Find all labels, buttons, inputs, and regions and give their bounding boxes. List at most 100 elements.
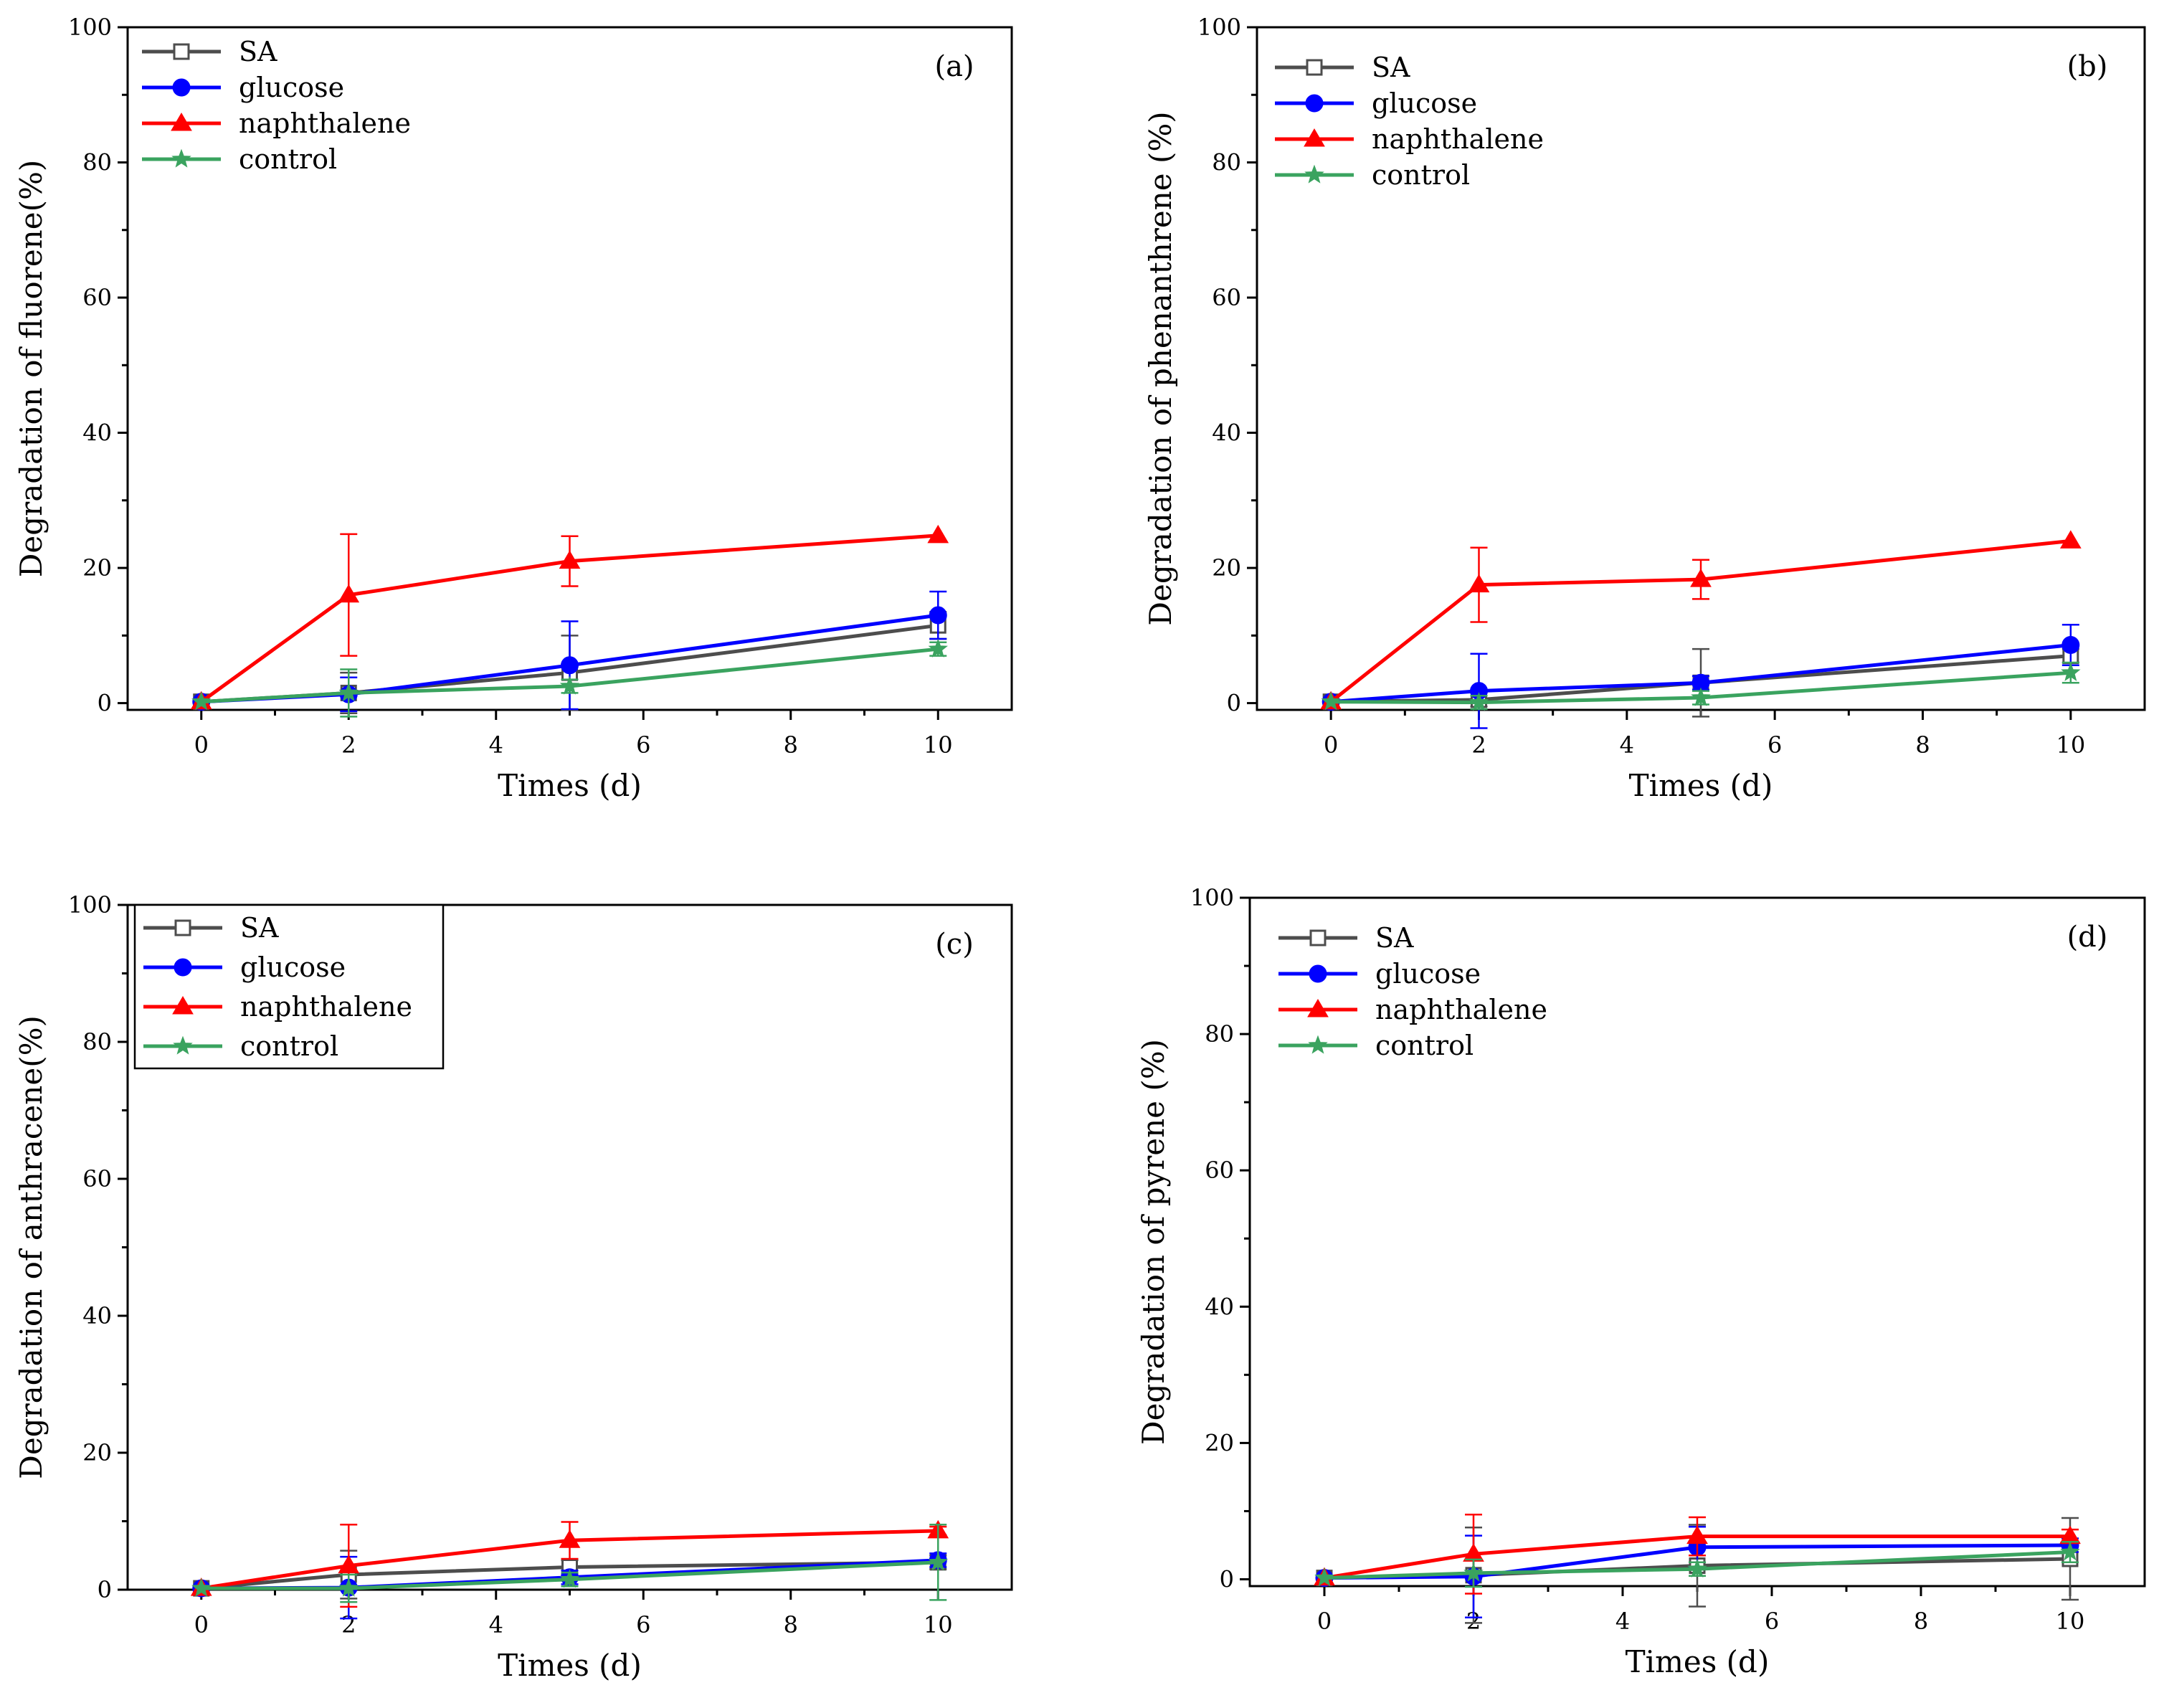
legend-label: control <box>1375 1030 1474 1061</box>
legend-label: SA <box>1375 922 1414 954</box>
data-point <box>928 638 948 658</box>
legend-label: control <box>239 143 337 175</box>
x-tick-label: 0 <box>194 1611 209 1638</box>
y-tick-label: 100 <box>68 14 112 41</box>
data-point <box>2060 1542 2080 1561</box>
x-tick-label: 4 <box>489 1611 503 1638</box>
legend-label: naphthalene <box>240 991 412 1023</box>
y-tick-label: 0 <box>1227 690 1241 717</box>
y-tick-label: 100 <box>1190 884 1234 911</box>
y-tick-label: 80 <box>82 1028 112 1055</box>
x-tick-label: 8 <box>1914 1608 1928 1635</box>
legend-label: glucose <box>240 952 346 983</box>
data-point <box>559 550 581 569</box>
data-point <box>338 682 359 702</box>
y-tick-label: 60 <box>1212 284 1241 311</box>
x-tick-label: 0 <box>194 731 209 759</box>
x-tick-label: 0 <box>1317 1608 1332 1635</box>
y-tick-label: 0 <box>98 690 112 717</box>
data-point <box>927 524 949 544</box>
series-naphthalene <box>1320 530 2082 710</box>
series-control <box>191 638 948 718</box>
y-tick-label: 20 <box>82 554 112 582</box>
y-tick-label: 60 <box>82 284 112 311</box>
data-point <box>561 656 579 675</box>
x-tick-label: 0 <box>1324 731 1338 759</box>
data-point <box>191 1577 212 1597</box>
x-tick-label: 8 <box>1915 731 1930 759</box>
legend-marker <box>172 996 194 1015</box>
legend-marker <box>1307 999 1329 1017</box>
y-tick-label: 60 <box>82 1165 112 1192</box>
y-tick-label: 40 <box>1212 419 1241 447</box>
x-tick-label: 4 <box>1620 731 1634 759</box>
series-line <box>201 1529 939 1590</box>
legend-marker <box>1308 1035 1328 1054</box>
y-tick-label: 100 <box>68 891 112 919</box>
y-tick-label: 40 <box>1205 1293 1234 1320</box>
panel-label: (d) <box>2067 921 2108 954</box>
x-tick-label: 2 <box>341 731 356 759</box>
data-point <box>338 1577 359 1597</box>
legend-label: naphthalene <box>239 108 411 139</box>
y-tick-label: 100 <box>1197 14 1241 41</box>
data-point <box>1321 691 1341 711</box>
data-point <box>1690 569 1712 587</box>
legend: SA glucose naphthalene control <box>1275 52 1544 191</box>
y-tick-label: 40 <box>82 419 112 447</box>
x-tick-label: 10 <box>924 731 953 759</box>
series-line <box>1329 539 2072 703</box>
x-tick-label: 6 <box>1765 1608 1779 1635</box>
data-point <box>929 606 947 625</box>
x-tick-label: 4 <box>1615 1608 1630 1635</box>
legend-label: glucose <box>1372 87 1477 119</box>
series-control <box>1321 661 2081 711</box>
panel-label: (a) <box>934 50 974 83</box>
legend-marker <box>174 919 191 936</box>
y-axis-label: Degradation of fluorene(%) <box>14 160 49 578</box>
legend: SA glucose naphthalene control <box>142 36 411 175</box>
data-point <box>559 1529 581 1548</box>
y-tick-label: 80 <box>82 149 112 176</box>
x-axis-label: Times (d) <box>498 1648 642 1683</box>
legend-marker <box>173 1035 193 1055</box>
legend-label: SA <box>239 36 277 67</box>
legend-marker <box>174 958 192 977</box>
data-point <box>928 1552 948 1571</box>
legend-label: glucose <box>1375 958 1481 990</box>
x-axis-label: Times (d) <box>498 768 642 803</box>
legend-marker <box>1309 929 1327 946</box>
data-point <box>1468 574 1490 593</box>
legend-marker <box>171 148 191 168</box>
y-tick-label: 20 <box>1205 1429 1234 1456</box>
y-tick-label: 80 <box>1212 149 1241 176</box>
series-naphthalene <box>1314 1513 2081 1595</box>
legend-label: naphthalene <box>1372 123 1544 155</box>
data-point <box>1687 1558 1707 1577</box>
x-axis-label: Times (d) <box>1626 1644 1770 1679</box>
legend-marker <box>1306 59 1323 76</box>
series-line <box>1324 1550 2071 1580</box>
legend-label: naphthalene <box>1375 994 1547 1025</box>
x-tick-label: 4 <box>489 731 503 759</box>
series-line <box>1331 643 2072 704</box>
legend-label: SA <box>240 912 279 944</box>
series-line <box>201 1560 939 1590</box>
legend-label: control <box>1372 159 1470 191</box>
panel-label: (c) <box>935 928 974 961</box>
legend-label: control <box>240 1030 338 1062</box>
data-point <box>1686 1525 1708 1545</box>
data-point <box>1691 687 1711 706</box>
data-point <box>338 584 360 603</box>
x-axis-label: Times (d) <box>1629 768 1773 803</box>
data-point <box>191 691 212 711</box>
y-tick-label: 80 <box>1205 1020 1234 1048</box>
legend-marker <box>1309 964 1327 983</box>
y-axis-label: Degradation of pyrene (%) <box>1136 1039 1171 1445</box>
legend-label: SA <box>1372 52 1410 83</box>
x-tick-label: 6 <box>636 731 650 759</box>
data-point <box>338 1555 360 1574</box>
